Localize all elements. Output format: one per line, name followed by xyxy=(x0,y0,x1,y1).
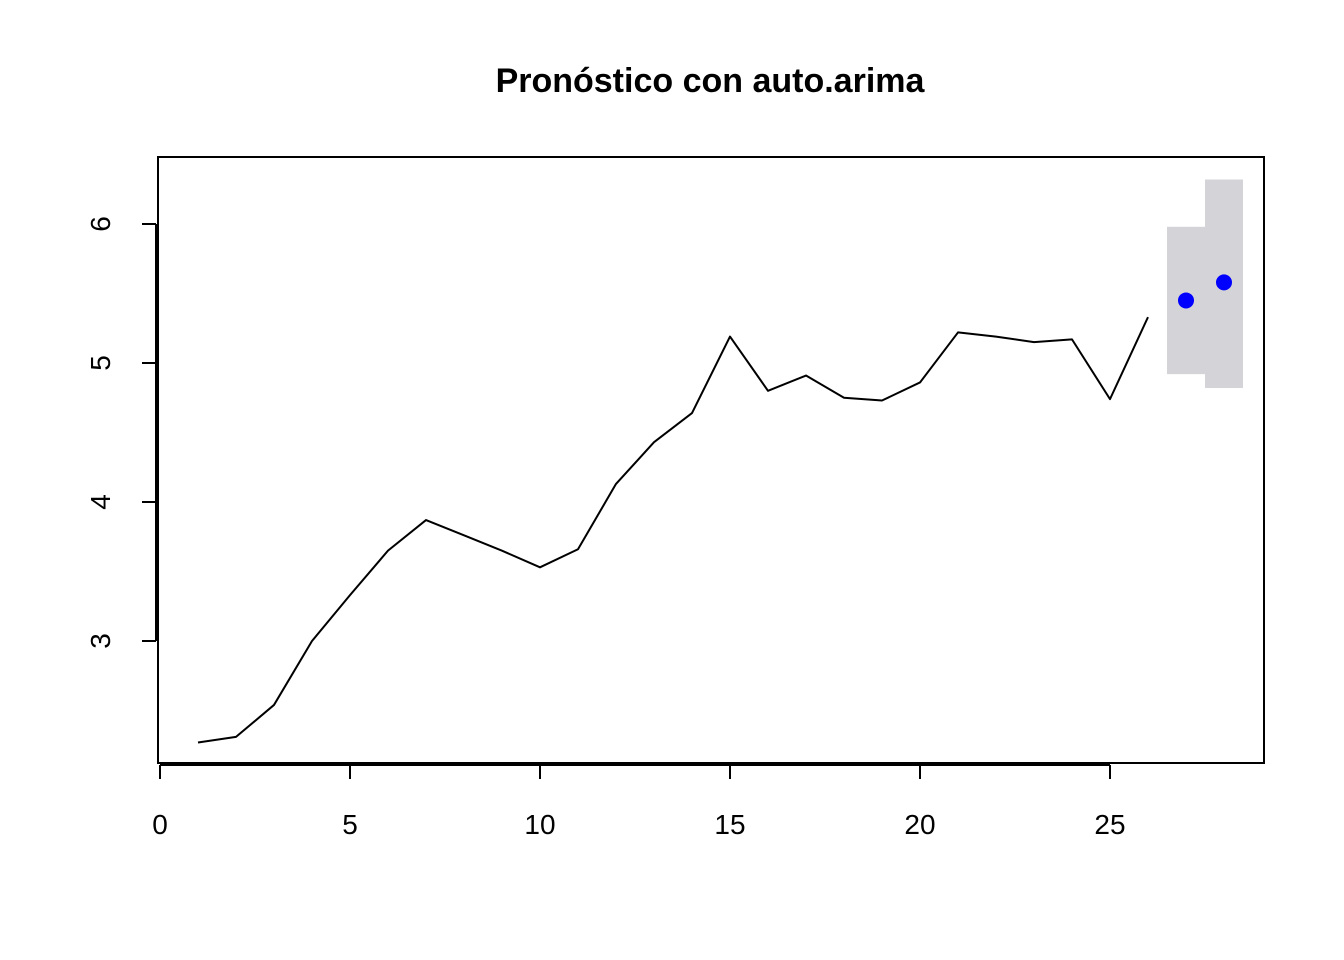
x-tick-label: 25 xyxy=(1094,809,1125,840)
y-axis: 3 4 5 6 xyxy=(85,216,157,649)
series-line xyxy=(197,316,1149,744)
x-tick-label: 15 xyxy=(714,809,745,840)
x-tick-label: 20 xyxy=(904,809,935,840)
y-tick-label: 5 xyxy=(85,355,116,371)
forecast-point xyxy=(1216,274,1232,291)
y-tick-label: 3 xyxy=(85,633,116,649)
x-tick-label: 0 xyxy=(152,809,168,840)
forecast-point xyxy=(1178,292,1194,309)
y-tick-label: 6 xyxy=(85,216,116,232)
chart-title: Pronóstico con auto.arima xyxy=(496,62,926,100)
x-tick-label: 5 xyxy=(342,809,358,840)
series-group xyxy=(197,316,1149,744)
y-tick-label: 4 xyxy=(85,494,116,510)
plot-frame xyxy=(157,156,1265,764)
x-tick-label: 10 xyxy=(524,809,555,840)
forecast-points xyxy=(1178,274,1232,309)
x-axis: 0 5 10 15 20 25 xyxy=(152,764,1126,840)
